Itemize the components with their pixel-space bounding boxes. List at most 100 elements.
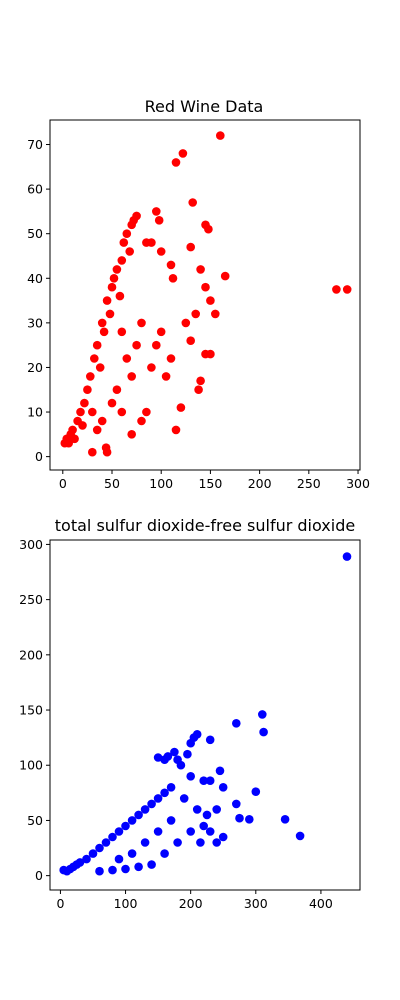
scatter-point (147, 860, 156, 869)
scatter-point (251, 787, 261, 796)
x-tick-label: 200 (179, 896, 203, 911)
scatter-point (95, 843, 104, 853)
scatter-point (160, 849, 169, 858)
scatter-point (153, 794, 163, 803)
scatter-point (183, 749, 192, 759)
scatter-point (232, 719, 241, 728)
scatter-point (75, 858, 85, 867)
scatter-point (178, 149, 188, 158)
scatter-point (82, 854, 91, 864)
y-tick-label: 250 (19, 592, 43, 607)
scatter-point (117, 407, 127, 417)
y-tick-label: 100 (19, 758, 43, 773)
scatter-point (88, 407, 97, 417)
scatter-point (68, 425, 77, 435)
x-tick-label: 250 (297, 476, 321, 491)
scatter-point (121, 821, 130, 831)
scatter-point (199, 776, 208, 785)
y-tick-label: 200 (19, 647, 43, 662)
scatter-point (108, 865, 117, 875)
y-tick-label: 150 (19, 703, 43, 718)
x-tick-label: 400 (309, 896, 333, 911)
scatter-point (112, 385, 122, 395)
scatter-point (132, 211, 141, 221)
scatter-point (125, 247, 134, 256)
scatter-point (280, 815, 290, 824)
y-tick-label: 300 (19, 537, 43, 552)
y-tick-label: 70 (27, 137, 43, 152)
scatter-point (107, 398, 117, 408)
scatter-point (114, 827, 124, 836)
scatter-point (137, 416, 146, 426)
scatter-point (122, 229, 132, 238)
y-tick-label: 30 (27, 315, 43, 330)
scatter-point (205, 776, 215, 785)
x-tick-label: 200 (248, 476, 272, 491)
scatter-point (121, 864, 130, 874)
scatter-point (92, 340, 102, 350)
scatter-point (166, 816, 176, 825)
scatter-point (97, 416, 107, 426)
scatter-point (220, 271, 230, 281)
scatter-point (115, 291, 125, 301)
scatter-point (196, 838, 205, 847)
x-tick-label: 0 (59, 476, 67, 491)
x-tick-label: 100 (114, 896, 138, 911)
y-tick-label: 60 (27, 182, 43, 197)
scatter-point (342, 285, 352, 294)
scatter-point (245, 815, 254, 824)
scatter-point (140, 805, 150, 814)
scatter-point (259, 727, 268, 737)
scatter-point (218, 832, 228, 842)
scatter-point (88, 849, 98, 858)
scatter-point (134, 862, 143, 872)
scatter-point (83, 385, 92, 395)
x-tick-label: 300 (346, 476, 370, 491)
scatter-point (295, 831, 305, 841)
y-axis-ticks: 0 10 20 30 40 50 60 70 (27, 137, 50, 464)
points-layer (60, 131, 352, 457)
scatter-point (127, 430, 136, 439)
x-tick-label: 300 (244, 896, 268, 911)
scatter-point (212, 805, 221, 814)
scatter-point (117, 327, 127, 337)
scatter-point (97, 318, 107, 328)
scatter-point (166, 260, 176, 270)
scatter-point (142, 407, 151, 417)
y-tick-label: 0 (35, 868, 43, 883)
scatter-point (201, 282, 210, 292)
scatter-point (122, 354, 132, 363)
red-wine-scatter-panel: Red Wine Data 0 50 100 150 200 250 300 0 10 20 30… (27, 97, 370, 491)
scatter-point (192, 805, 202, 814)
scatter-point (147, 363, 156, 372)
scatter-point (132, 340, 141, 350)
scatter-point (142, 238, 151, 247)
scatter-point (179, 794, 189, 803)
scatter-point (206, 296, 215, 305)
scatter-point (196, 265, 205, 274)
scatter-point (64, 438, 73, 448)
scatter-point (188, 198, 197, 207)
scatter-point (160, 788, 169, 798)
scatter-point (186, 772, 195, 781)
y-tick-label: 10 (27, 405, 43, 420)
x-axis-ticks: 0 100 200 300 400 (56, 890, 333, 911)
scatter-point (127, 816, 137, 825)
scatter-point (216, 131, 225, 140)
scatter-point (102, 296, 112, 305)
scatter-point (90, 354, 99, 363)
scatter-point (86, 372, 95, 381)
scatter-point (153, 753, 163, 762)
x-tick-label: 50 (104, 476, 120, 491)
scatter-point (117, 256, 127, 265)
scatter-point (140, 838, 150, 847)
chart-title: Red Wine Data (145, 97, 264, 116)
y-tick-label: 50 (27, 226, 43, 241)
x-tick-label: 100 (149, 476, 173, 491)
scatter-point (173, 838, 182, 847)
scatter-point (166, 783, 176, 792)
scatter-point (176, 760, 186, 770)
scatter-point (109, 274, 119, 283)
scatter-point (92, 425, 102, 435)
